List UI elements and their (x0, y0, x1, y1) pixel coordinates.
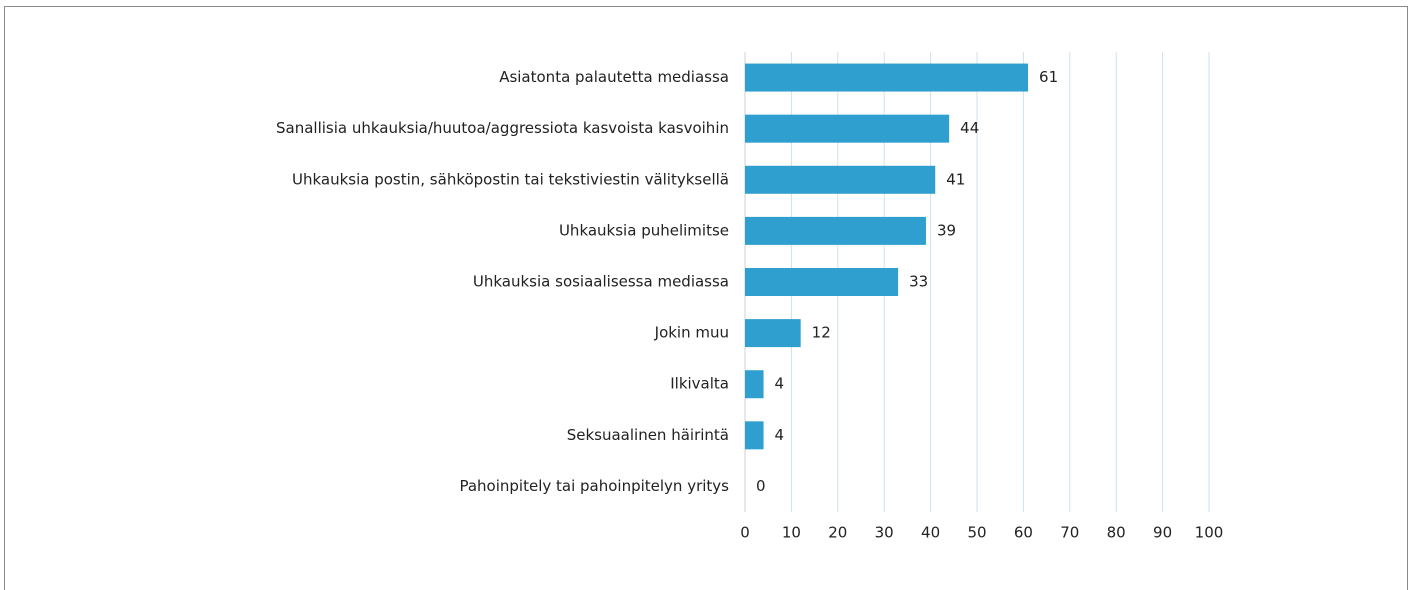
data-label: 44 (960, 119, 979, 137)
data-label: 33 (909, 273, 928, 291)
y-tick-label: Uhkauksia sosiaalisessa mediassa (473, 273, 729, 291)
x-tick-label: 60 (1014, 524, 1033, 542)
chart-border (4, 6, 1408, 590)
x-tick-label: 20 (828, 524, 847, 542)
x-tick-label: 50 (967, 524, 986, 542)
x-tick-label: 70 (1060, 524, 1079, 542)
y-tick-label: Jokin muu (654, 324, 729, 342)
data-label: 4 (775, 426, 785, 444)
x-tick-label: 0 (740, 524, 750, 542)
y-tick-label: Uhkauksia puhelimitse (559, 221, 729, 239)
bar (745, 114, 950, 143)
y-tick-label: Seksuaalinen häirintä (567, 426, 729, 444)
bar (745, 421, 764, 450)
x-tick-label: 30 (875, 524, 894, 542)
bar (745, 370, 764, 399)
y-tick-label: Uhkauksia postin, sähköpostin tai teksti… (292, 170, 729, 188)
x-tick-label: 90 (1153, 524, 1172, 542)
data-label: 39 (937, 221, 956, 239)
bar (745, 216, 926, 245)
data-label: 4 (775, 375, 785, 393)
data-label: 0 (756, 477, 766, 495)
y-tick-label: Sanallisia uhkauksia/huutoa/aggressiota … (276, 119, 729, 137)
x-tick-label: 100 (1195, 524, 1224, 542)
bar (745, 165, 936, 194)
y-tick-label: Ilkivalta (670, 375, 729, 393)
bar (745, 268, 899, 296)
x-tick-label: 10 (782, 524, 801, 542)
data-label: 41 (946, 170, 965, 188)
y-tick-label: Asiatonta palautetta mediassa (499, 68, 729, 86)
y-tick-label: Pahoinpitely tai pahoinpitelyn yritys (459, 477, 729, 495)
x-tick-label: 40 (921, 524, 940, 542)
data-label: 61 (1039, 68, 1058, 86)
bar (745, 319, 801, 348)
bar (745, 63, 1029, 92)
data-label: 12 (812, 324, 831, 342)
x-tick-label: 80 (1107, 524, 1126, 542)
